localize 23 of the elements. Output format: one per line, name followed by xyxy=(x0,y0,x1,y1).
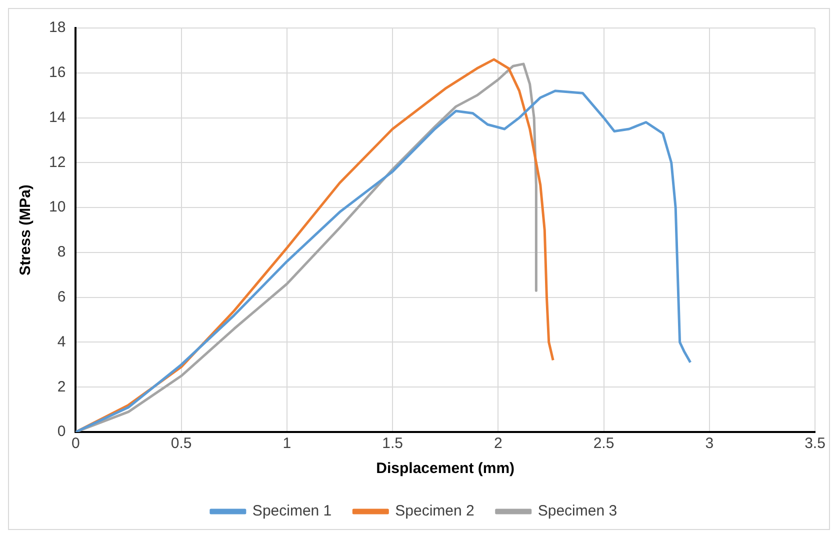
y-tick-label: 0 xyxy=(57,423,66,440)
y-tick-label: 12 xyxy=(48,154,66,171)
y-tick-label: 18 xyxy=(48,19,66,36)
x-tick-label: 1 xyxy=(282,435,292,452)
y-axis-title: Stress (MPa) xyxy=(17,184,34,276)
x-tick-label: 3.5 xyxy=(804,435,826,452)
x-axis-title: Displacement (mm) xyxy=(376,460,515,478)
y-tick-label: 4 xyxy=(57,333,66,350)
x-tick-label: 0 xyxy=(72,435,80,452)
x-tick-label: 2.5 xyxy=(593,435,614,452)
x-tick-label: 1.5 xyxy=(382,435,403,452)
x-tick-label: 0.5 xyxy=(170,435,192,452)
y-tick-label: 16 xyxy=(48,64,66,82)
legend-label: Specimen 3 xyxy=(538,502,618,520)
y-tick-label: 8 xyxy=(57,244,66,261)
x-tick-label: 3 xyxy=(705,435,714,452)
y-tick-label: 2 xyxy=(57,378,66,396)
y-tick-label: 6 xyxy=(57,288,66,306)
y-tick-label: 14 xyxy=(48,108,66,126)
legend-label: Specimen 1 xyxy=(252,502,332,520)
y-tick-label: 10 xyxy=(48,198,66,216)
legend-label: Specimen 2 xyxy=(395,502,474,520)
x-tick-label: 2 xyxy=(494,435,502,452)
